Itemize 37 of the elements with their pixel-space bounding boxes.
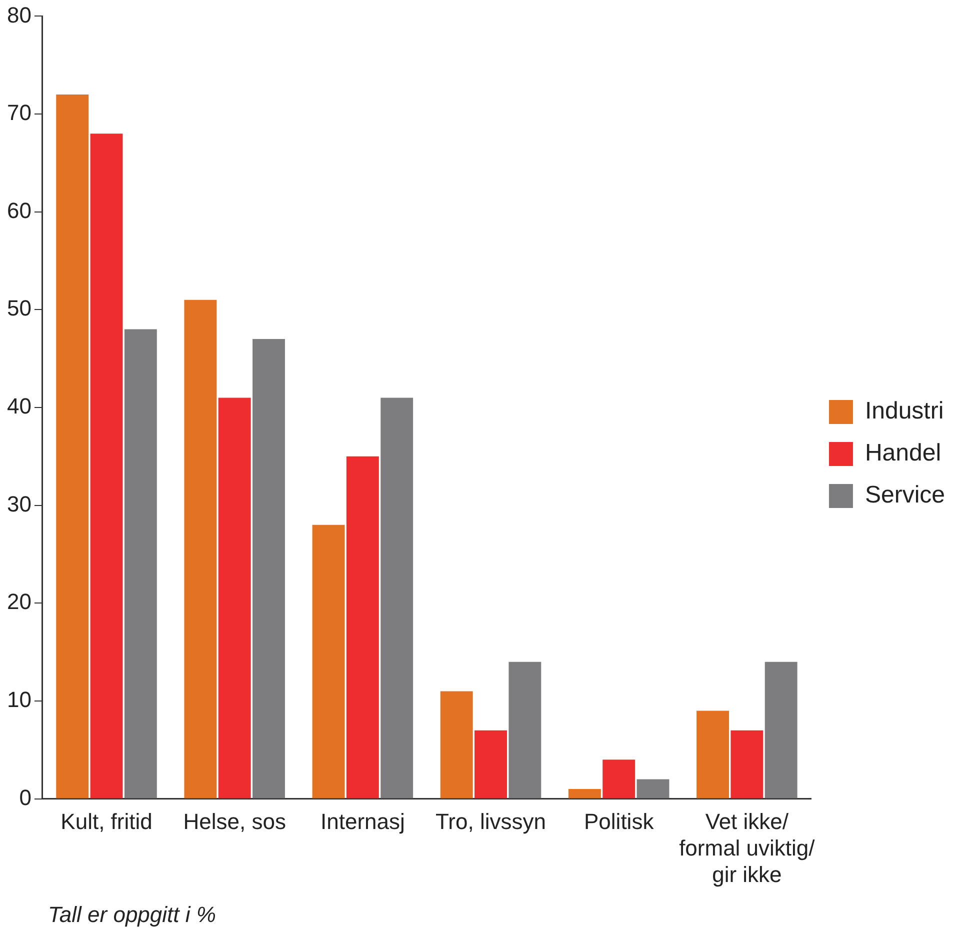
bar <box>730 730 764 798</box>
x-tick-label: Politisk <box>584 809 655 834</box>
y-tick-label: 80 <box>6 2 32 28</box>
bar <box>218 398 251 798</box>
bar <box>56 94 89 798</box>
x-tick-label: Internasj <box>320 809 405 834</box>
text: Tall er oppgitt i % <box>48 902 216 927</box>
bar <box>696 710 729 798</box>
y-tick-label: 70 <box>6 100 32 126</box>
y-tick-label: 0 <box>19 784 32 810</box>
bar <box>636 779 670 798</box>
bar <box>90 134 123 798</box>
y-tick-label: 50 <box>6 296 32 321</box>
y-tick-label: 10 <box>6 687 32 712</box>
x-tick-label: Tro, livssyn <box>436 809 546 834</box>
y-tick-label: 40 <box>6 394 32 419</box>
bar <box>508 662 542 798</box>
bar <box>124 329 157 798</box>
x-tick-label: Vet ikke/ formal uviktig/ gir ikke <box>679 809 816 887</box>
bar <box>474 730 507 798</box>
y-tick-label: 30 <box>6 491 32 516</box>
y-tick-label: 60 <box>6 198 32 223</box>
legend-label: Service <box>864 482 946 509</box>
bar <box>346 456 379 798</box>
bar <box>380 398 414 798</box>
bar <box>568 789 601 798</box>
bar <box>602 760 636 798</box>
x-tick-label: Kult, fritid <box>60 809 152 834</box>
legend-label: Industri <box>864 398 944 425</box>
bar <box>764 662 798 798</box>
bar <box>312 524 345 798</box>
bar <box>252 339 285 798</box>
legend-label: Handel <box>864 440 942 467</box>
bar <box>440 691 473 798</box>
x-tick-label: Helse, sos <box>183 809 286 834</box>
y-tick-label: 20 <box>6 589 32 614</box>
bar <box>184 300 217 798</box>
